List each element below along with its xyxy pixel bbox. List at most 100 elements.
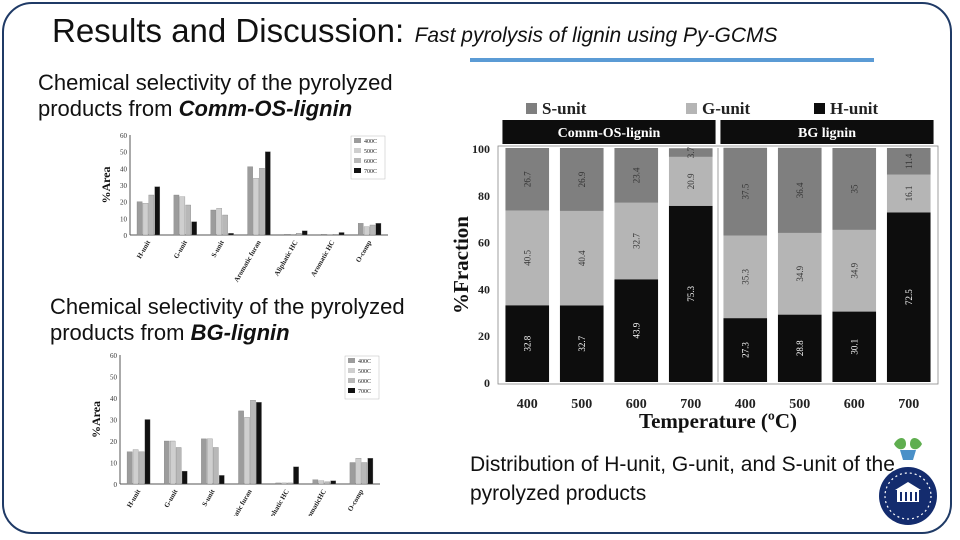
bar-600C-4 — [296, 233, 302, 236]
bar-G-unit-1 — [559, 210, 604, 306]
x-tick-label: S-unit — [201, 487, 217, 507]
bar-S-unit-1 — [559, 148, 604, 211]
caption-bg-emph: BG-lignin — [190, 320, 290, 345]
bar-700C-2 — [228, 233, 234, 236]
title-subtitle: Fast pyrolysis of lignin using Py-GCMS — [414, 24, 778, 47]
bar-H-unit-5 — [777, 314, 822, 382]
bar-H-unit-0 — [505, 305, 550, 382]
bar-600C-5 — [324, 481, 331, 485]
bar-600C-2 — [222, 214, 228, 236]
y-tick-label: 0 — [484, 376, 490, 390]
group-header-label: BG lignin — [798, 126, 856, 141]
data-label: 34.9 — [849, 262, 859, 278]
bar-400C-4 — [284, 234, 290, 236]
legend-label: H-unit — [830, 99, 879, 118]
bar-S-unit-3 — [668, 148, 713, 157]
bar-H-unit-2 — [614, 279, 659, 382]
bar-400C-3 — [247, 166, 253, 236]
bar-600C-4 — [287, 482, 293, 485]
y-tick-label: 20 — [478, 329, 490, 343]
y-tick-label: 10 — [110, 460, 118, 468]
bar-G-unit-3 — [668, 156, 713, 206]
x-tick-label: H-unit — [125, 487, 142, 509]
caption-comm-os: Chemical selectivity of the pyrolyzed pr… — [38, 70, 458, 122]
bar-500C-1 — [179, 196, 186, 236]
bar-H-unit-3 — [668, 205, 713, 382]
bar-700C-5 — [330, 480, 336, 485]
bar-500C-2 — [216, 208, 222, 236]
data-label: 40.4 — [577, 250, 587, 266]
bar-600C-1 — [175, 447, 182, 485]
bar-500C-4 — [281, 482, 287, 485]
data-label: 32.8 — [522, 335, 532, 351]
y-tick-label: 30 — [120, 182, 128, 190]
bar-500C-1 — [169, 440, 176, 485]
data-label: 35 — [849, 184, 859, 194]
bar-G-unit-7 — [886, 174, 931, 213]
legend-swatch — [354, 158, 361, 163]
bar-700C-1 — [191, 221, 197, 236]
y-tick-label: 50 — [110, 374, 118, 382]
legend-label: 500C — [358, 369, 371, 375]
title-underline — [470, 58, 874, 62]
legend-swatch — [814, 103, 825, 114]
bar-700C-1 — [181, 470, 188, 485]
bar-600C-6 — [361, 462, 368, 485]
x-tick-label: 400 — [517, 397, 538, 412]
bar-700C-6 — [375, 223, 382, 236]
bar-400C-1 — [164, 440, 170, 485]
bar-S-unit-2 — [614, 148, 659, 203]
x-tick-label: H-unit — [135, 238, 152, 260]
title-main: Results and Discussion: — [52, 12, 405, 49]
data-label: 34.9 — [795, 265, 805, 281]
legend-label: 700C — [358, 389, 371, 395]
bar-400C-0 — [136, 201, 143, 236]
bar-600C-3 — [250, 400, 256, 485]
group-header-bar — [502, 120, 716, 144]
y-tick-label: 40 — [110, 395, 118, 403]
legend-label: 500C — [364, 149, 377, 155]
bar-500C-3 — [244, 417, 250, 485]
data-label: 36.4 — [795, 182, 805, 198]
y-tick-label: 40 — [478, 282, 490, 296]
bar-600C-0 — [138, 451, 145, 485]
legend-swatch — [686, 103, 697, 114]
x-tick-label: S-unit — [210, 238, 226, 258]
x-tick-label: Aromatic furan — [232, 239, 262, 284]
x-tick-label: Aromatic furan — [223, 488, 253, 516]
data-label: 32.7 — [577, 335, 587, 351]
data-label: 27.3 — [740, 342, 750, 358]
bar-500C-0 — [142, 203, 149, 236]
legend-swatch — [348, 388, 355, 393]
legend-label: 600C — [364, 159, 377, 165]
bar-400C-2 — [210, 209, 217, 236]
bar-400C-3 — [238, 410, 244, 485]
data-label: 30.1 — [849, 339, 859, 355]
bar-S-unit-5 — [777, 147, 822, 233]
bar-G-unit-6 — [832, 229, 877, 312]
bar-400C-1 — [173, 194, 180, 236]
bar-700C-0 — [144, 419, 151, 485]
bar-400C-5 — [312, 479, 319, 485]
x-tick-label: 500 — [789, 397, 810, 412]
x-tick-label: Aromatic HC — [309, 239, 336, 278]
group-header-bar — [720, 120, 934, 144]
y-tick-label: 40 — [120, 165, 128, 173]
bar-G-unit-2 — [614, 202, 659, 280]
bar-700C-5 — [338, 232, 345, 236]
bar-H-unit-4 — [723, 318, 768, 382]
x-tick-label: 700 — [898, 397, 919, 412]
x-tick-label: Aliphatic HC — [273, 239, 300, 278]
bar-H-unit-7 — [886, 212, 931, 382]
bar-600C-6 — [369, 224, 376, 236]
x-tick-label: O-comp — [346, 488, 365, 513]
bar-600C-1 — [185, 204, 191, 236]
legend-label: 700C — [364, 169, 377, 175]
bar-S-unit-7 — [886, 148, 931, 175]
data-label: 16.1 — [904, 186, 914, 202]
data-label: 37.5 — [740, 183, 750, 199]
bar-400C-6 — [349, 462, 356, 485]
chart-unit-distribution: 0 20 40 60 80 100 %Fraction Temperature (ºC) Com… — [449, 99, 939, 433]
bar-500C-3 — [253, 178, 259, 236]
chart-bg-selectivity: 0 10 20 30 40 50 60 %Area H-unit G-unit S-unit Arom… — [89, 352, 380, 516]
